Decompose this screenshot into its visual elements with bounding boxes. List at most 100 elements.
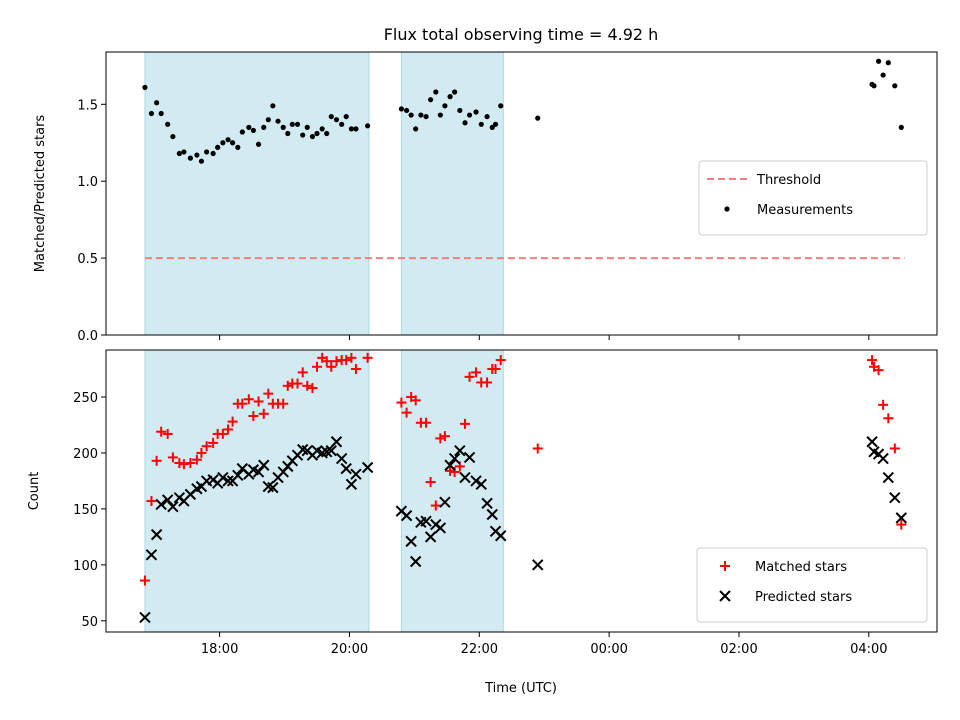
- data-point: [285, 130, 291, 137]
- data-point-b: [297, 443, 309, 456]
- data-point: [333, 117, 340, 123]
- x-axis-label: Time (UTC): [484, 681, 557, 696]
- axes-frame: [105, 51, 938, 336]
- data-point: [439, 431, 450, 442]
- data-point-b: [335, 452, 348, 465]
- data-point-b: [236, 462, 249, 475]
- data-point: [409, 555, 422, 568]
- data-point: [420, 515, 432, 527]
- data-point-b: [167, 500, 179, 513]
- data-point: [398, 106, 404, 112]
- data-point: [423, 113, 429, 120]
- legend-marker: [724, 206, 730, 212]
- data-point: [297, 367, 308, 378]
- observing-window-1: [144, 51, 370, 336]
- top-panel: 0.0 0.5 1.0 1.5 Matched/Predicted stars Thres…: [33, 51, 938, 344]
- legend: Matched stars Predicted stars: [696, 547, 928, 623]
- data-point: [225, 137, 231, 143]
- y-tick-label: 100: [73, 559, 98, 574]
- legend-label: Predicted stars: [755, 590, 852, 605]
- data-point-b: [434, 522, 447, 534]
- data-point: [339, 121, 345, 127]
- data-point: [267, 481, 279, 494]
- data-point: [151, 455, 162, 466]
- data-point: [265, 117, 271, 123]
- series-matched-stars: [139, 352, 907, 586]
- data-point-b: [895, 512, 908, 524]
- data-point: [867, 355, 878, 366]
- y-tick-label: 0.0: [77, 329, 98, 344]
- data-point: [319, 126, 325, 132]
- data-point: [454, 445, 466, 457]
- data-point: [210, 150, 216, 157]
- data-point: [304, 124, 310, 130]
- data-point: [448, 452, 461, 465]
- data-point-b: [424, 531, 437, 543]
- data-point: [282, 380, 293, 391]
- y-tick-label: 250: [73, 391, 98, 406]
- data-point-b: [311, 445, 323, 457]
- data-point: [142, 84, 148, 90]
- x-tick-label: 00:00: [590, 642, 627, 657]
- data-point: [433, 89, 439, 95]
- data-point: [331, 356, 342, 367]
- data-point: [875, 58, 882, 64]
- data-point: [457, 107, 463, 114]
- data-point-b: [454, 445, 466, 457]
- data-point: [252, 466, 265, 478]
- observing-window-2: [400, 51, 504, 336]
- data-point: [889, 492, 901, 504]
- data-point: [350, 364, 361, 375]
- data-point: [255, 141, 262, 147]
- data-point: [460, 418, 471, 429]
- data-point: [227, 416, 238, 427]
- data-point: [895, 512, 908, 524]
- data-point: [154, 100, 160, 106]
- bottom-panel: 50 100 150 200 250 18:00 20:00 22:00 00:00 02:00 0…: [27, 349, 938, 657]
- data-point: [270, 103, 276, 109]
- data-point: [365, 123, 371, 129]
- data-point: [871, 83, 877, 89]
- x-tick-label: 22:00: [461, 642, 498, 657]
- data-point: [237, 398, 248, 409]
- data-point: [442, 103, 448, 109]
- data-point: [167, 500, 179, 513]
- legend-label: Threshold: [756, 173, 821, 188]
- legend-box: [698, 160, 928, 236]
- data-point-b: [258, 459, 270, 471]
- data-point: [246, 124, 252, 130]
- data-point: [196, 447, 207, 458]
- data-point: [258, 408, 269, 419]
- data-point-b: [459, 471, 471, 484]
- data-point: [174, 458, 185, 469]
- y-tick-label: 50: [81, 615, 98, 630]
- data-point: [341, 355, 352, 366]
- data-point: [176, 150, 182, 157]
- data-point-b: [532, 559, 544, 571]
- data-point: [445, 465, 456, 476]
- data-point: [470, 475, 482, 487]
- data-point: [161, 494, 174, 506]
- data-point: [146, 496, 157, 507]
- data-point: [201, 441, 212, 452]
- data-point: [466, 112, 473, 118]
- data-point: [434, 522, 447, 534]
- data-point-b: [877, 452, 889, 465]
- data-point: [413, 126, 419, 132]
- data-point: [883, 413, 894, 424]
- data-point: [275, 118, 281, 124]
- data-point: [346, 352, 357, 363]
- data-point-b: [150, 528, 163, 541]
- data-point: [314, 130, 320, 137]
- y-axis-label: Matched/Predicted stars: [33, 115, 48, 273]
- legend-label: Measurements: [757, 203, 853, 218]
- data-point: [162, 428, 173, 439]
- data-point: [439, 496, 451, 508]
- data-point: [311, 361, 322, 372]
- data-point: [464, 371, 475, 382]
- data-point: [444, 459, 456, 471]
- data-point: [463, 451, 476, 464]
- data-point: [217, 471, 229, 484]
- data-point: [215, 144, 221, 150]
- data-point: [361, 461, 374, 474]
